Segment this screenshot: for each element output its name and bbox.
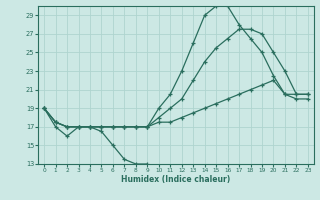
X-axis label: Humidex (Indice chaleur): Humidex (Indice chaleur) <box>121 175 231 184</box>
